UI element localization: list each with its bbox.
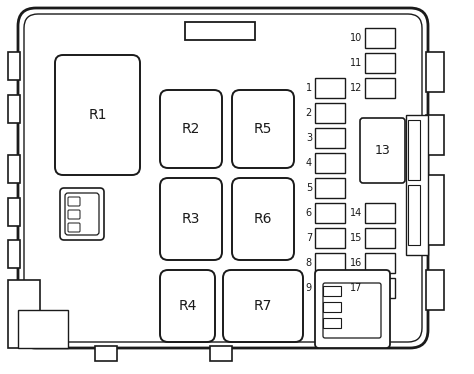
FancyBboxPatch shape (315, 270, 390, 348)
Text: 8: 8 (306, 258, 312, 268)
Text: 3: 3 (306, 133, 312, 143)
FancyBboxPatch shape (360, 118, 405, 183)
Bar (426, 270, 444, 310)
FancyBboxPatch shape (65, 193, 99, 235)
Bar (315, 153, 345, 173)
Text: 1: 1 (306, 83, 312, 93)
FancyBboxPatch shape (160, 178, 222, 260)
Text: 11: 11 (350, 58, 362, 68)
Bar (315, 203, 345, 223)
Text: 14: 14 (350, 208, 362, 218)
Text: 10: 10 (350, 33, 362, 43)
Text: R5: R5 (254, 122, 272, 136)
FancyBboxPatch shape (68, 197, 80, 206)
Bar (426, 52, 444, 92)
Bar (323, 318, 341, 328)
Bar (365, 278, 395, 298)
Text: 9: 9 (306, 283, 312, 293)
Text: R1: R1 (88, 108, 107, 122)
Bar (315, 228, 345, 248)
FancyBboxPatch shape (60, 188, 104, 240)
Bar (8, 240, 20, 268)
Bar (210, 346, 232, 361)
Bar (315, 78, 345, 98)
Text: 17: 17 (350, 283, 362, 293)
Text: 7: 7 (306, 233, 312, 243)
FancyBboxPatch shape (160, 270, 215, 342)
Bar (95, 346, 117, 361)
FancyBboxPatch shape (323, 283, 381, 338)
Bar (426, 175, 444, 245)
Bar (323, 286, 341, 296)
Bar (315, 278, 345, 298)
Bar (365, 203, 395, 223)
Text: R7: R7 (254, 299, 272, 313)
Bar (315, 128, 345, 148)
Bar (8, 95, 20, 123)
Text: 2: 2 (306, 108, 312, 118)
Bar (315, 178, 345, 198)
Bar (406, 115, 428, 255)
Text: 4: 4 (306, 158, 312, 168)
FancyBboxPatch shape (68, 210, 80, 219)
Bar (365, 228, 395, 248)
Bar (365, 253, 395, 273)
Bar (8, 52, 20, 80)
FancyBboxPatch shape (232, 90, 294, 168)
Bar (365, 78, 395, 98)
FancyBboxPatch shape (232, 178, 294, 260)
Text: 6: 6 (306, 208, 312, 218)
Bar (365, 28, 395, 48)
Bar (315, 103, 345, 123)
Text: 16: 16 (350, 258, 362, 268)
Bar (18, 310, 68, 348)
Text: R6: R6 (254, 212, 272, 226)
Bar (365, 53, 395, 73)
Bar (426, 115, 444, 155)
FancyBboxPatch shape (24, 14, 422, 342)
FancyBboxPatch shape (18, 8, 428, 348)
Text: R4: R4 (178, 299, 197, 313)
Text: R3: R3 (182, 212, 200, 226)
Bar (323, 302, 341, 312)
Bar (408, 120, 420, 180)
FancyBboxPatch shape (55, 55, 140, 175)
Text: 15: 15 (350, 233, 362, 243)
Bar (8, 155, 20, 183)
Bar (8, 198, 20, 226)
Bar (8, 280, 40, 348)
Bar (408, 185, 420, 245)
Text: 13: 13 (374, 144, 391, 157)
Text: R2: R2 (182, 122, 200, 136)
FancyBboxPatch shape (68, 223, 80, 232)
Bar (185, 22, 255, 40)
Bar (315, 253, 345, 273)
Text: 5: 5 (306, 183, 312, 193)
FancyBboxPatch shape (223, 270, 303, 342)
FancyBboxPatch shape (160, 90, 222, 168)
Text: 12: 12 (350, 83, 362, 93)
